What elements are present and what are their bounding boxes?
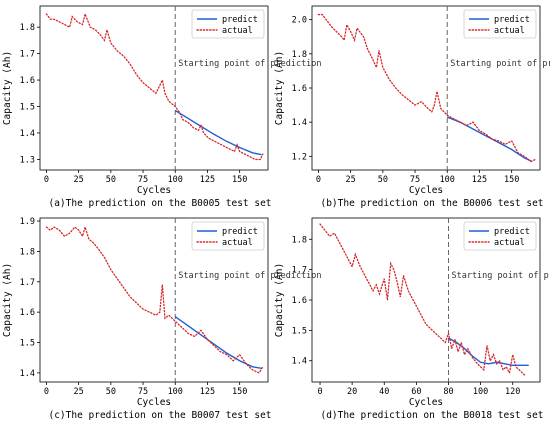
legend-box	[191, 221, 265, 251]
x-axis-label: Cycles	[137, 185, 171, 196]
y-tick-label: 1.5	[292, 326, 307, 336]
y-tick-label: 1.8	[292, 235, 307, 245]
legend-label-predict: predict	[494, 227, 530, 237]
legend-label-actual: actual	[222, 26, 253, 36]
y-tick-label: 1.8	[20, 23, 35, 33]
x-tick-label: 25	[74, 175, 84, 185]
x-tick-label: 0	[44, 175, 49, 185]
y-tick-label: 1.4	[292, 357, 307, 367]
x-tick-label: 50	[106, 175, 116, 185]
x-tick-label: 50	[378, 175, 388, 185]
x-axis-label: Cycles	[137, 397, 171, 408]
y-axis-label: Capacity (Ah)	[274, 263, 285, 337]
legend-label-predict: predict	[494, 15, 530, 25]
x-tick-label: 0	[316, 175, 321, 185]
x-tick-label: 50	[106, 387, 116, 397]
y-tick-label: 1.6	[292, 84, 307, 94]
y-tick-label: 1.7	[292, 266, 307, 276]
prediction-start-annotation: Starting point of prediction	[178, 271, 321, 281]
x-tick-label: 120	[505, 387, 520, 397]
y-tick-label: 1.7	[20, 50, 35, 60]
x-tick-label: 150	[504, 175, 519, 185]
x-tick-label: 100	[473, 387, 488, 397]
x-tick-label: 0	[317, 387, 322, 397]
y-tick-label: 1.6	[292, 296, 307, 306]
legend-box	[463, 221, 537, 251]
series-actual-line	[317, 13, 536, 163]
series-actual-line	[319, 223, 527, 377]
x-tick-label: 75	[138, 175, 148, 185]
series-actual-line	[45, 11, 264, 161]
y-tick-label: 1.6	[20, 308, 35, 318]
y-tick-label: 1.2	[292, 152, 307, 162]
chart-caption: (d)The prediction on the B0018 test set	[320, 410, 543, 421]
y-tick-label: 1.5	[20, 103, 35, 113]
plot-frame	[39, 217, 269, 383]
y-tick-label: 1.7	[20, 278, 35, 288]
x-tick-label: 100	[440, 175, 455, 185]
series-predict-line	[174, 109, 262, 156]
y-tick-label: 1.4	[292, 118, 307, 128]
x-tick-label: 25	[346, 175, 356, 185]
prediction-start-annotation: Starting point of prediction	[451, 271, 550, 281]
y-tick-label: 1.8	[292, 50, 307, 60]
x-tick-label: 125	[200, 387, 215, 397]
chart-panel-1: 0 25 50 75 100 125 150 1.3 1.4 1.5 1.6 1.7 1.8 Cycles…	[2, 5, 322, 209]
x-tick-label: 25	[74, 387, 84, 397]
chart-caption: (b)The prediction on the B0006 test set	[320, 198, 543, 209]
y-tick-label: 1.6	[20, 76, 35, 86]
chart-panel-2: 0 25 50 75 100 125 150 1.2 1.4 1.6 1.8 2.0 Cycles Cap…	[274, 5, 550, 209]
x-axis-label: Cycles	[409, 185, 443, 196]
chart-caption: (a)The prediction on the B0005 test set	[48, 198, 271, 209]
y-tick-label: 1.4	[20, 129, 35, 139]
legend-box	[463, 9, 537, 39]
series-predict-line	[174, 316, 262, 370]
prediction-start-annotation: Starting point of prediction	[450, 59, 550, 69]
y-tick-label: 1.9	[20, 217, 35, 227]
x-tick-label: 75	[410, 175, 420, 185]
legend-label-predict: predict	[222, 15, 258, 25]
legend-label-actual: actual	[222, 238, 253, 248]
legend-box	[191, 9, 265, 39]
x-tick-label: 125	[472, 175, 487, 185]
series-predict-line	[446, 116, 533, 163]
x-tick-label: 100	[168, 387, 183, 397]
x-tick-label: 150	[232, 175, 247, 185]
y-tick-label: 2.0	[292, 16, 307, 26]
x-tick-label: 40	[379, 387, 389, 397]
x-tick-label: 75	[138, 387, 148, 397]
legend-label-actual: actual	[494, 26, 525, 36]
x-axis-label: Cycles	[409, 397, 443, 408]
x-tick-label: 80	[443, 387, 453, 397]
plot-frame	[39, 5, 269, 171]
x-tick-label: 125	[200, 175, 215, 185]
legend-label-predict: predict	[222, 227, 258, 237]
y-tick-label: 1.5	[20, 339, 35, 349]
y-tick-label: 1.3	[20, 155, 35, 165]
x-tick-label: 60	[411, 387, 421, 397]
y-axis-label: Capacity (Ah)	[2, 51, 13, 125]
y-tick-label: 1.4	[20, 369, 35, 379]
prediction-start-annotation: Starting point of prediction	[178, 59, 321, 69]
chart-panel-4: 0 20 40 60 80 100 120 1.4 1.5 1.6 1.7 1.8 Cycles Capa…	[274, 217, 550, 421]
chart-panel-3: 0 25 50 75 100 125 150 1.4 1.5 1.6 1.7 1.8 1.9 Cycles…	[2, 217, 322, 421]
y-tick-label: 1.8	[20, 247, 35, 257]
x-tick-label: 100	[168, 175, 183, 185]
y-axis-label: Capacity (Ah)	[2, 263, 13, 337]
y-axis-label: Capacity (Ah)	[274, 51, 285, 125]
series-actual-line	[45, 224, 264, 374]
x-tick-label: 150	[232, 387, 247, 397]
chart-caption: (c)The prediction on the B0007 test set	[48, 410, 271, 421]
x-tick-label: 20	[347, 387, 357, 397]
x-tick-label: 0	[44, 387, 49, 397]
legend-label-actual: actual	[494, 238, 525, 248]
